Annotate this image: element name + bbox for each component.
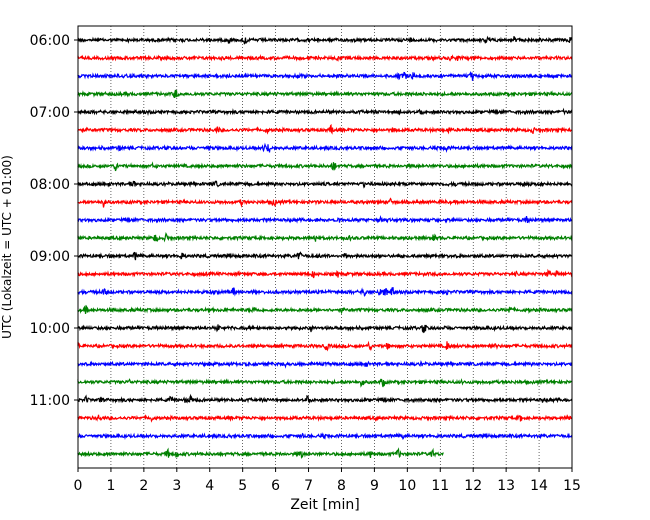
y-tick-label: 10:00 bbox=[30, 321, 70, 337]
x-tick-label: 3 bbox=[172, 478, 181, 494]
x-tick-label: 9 bbox=[370, 478, 379, 494]
trace-1145 bbox=[77, 447, 444, 460]
trace-1015 bbox=[77, 340, 573, 352]
x-tick-label: 12 bbox=[464, 478, 482, 494]
plot-frame bbox=[77, 25, 573, 469]
plot-background bbox=[78, 26, 572, 468]
trace-0630 bbox=[77, 71, 573, 81]
x-tick-label: 6 bbox=[271, 478, 280, 494]
x-tick-label: 13 bbox=[497, 478, 515, 494]
x-axis-label: Zeit [min] bbox=[290, 497, 359, 513]
trace-0915 bbox=[77, 268, 573, 279]
y-tick-label: 09:00 bbox=[30, 249, 70, 265]
trace-1000 bbox=[77, 324, 573, 334]
x-tick-label: 1 bbox=[106, 478, 115, 494]
trace-0645 bbox=[77, 89, 573, 98]
trace-0715 bbox=[77, 123, 573, 135]
y-tick-label: 08:00 bbox=[30, 177, 70, 193]
x-tick-label: 5 bbox=[238, 478, 247, 494]
y-axis: 06:00 07:00 08:00 09:00 10:00 11:00 bbox=[30, 33, 78, 409]
trace-0900 bbox=[77, 251, 573, 261]
trace-1130 bbox=[77, 432, 573, 441]
x-tick-label: 2 bbox=[139, 478, 148, 494]
trace-0600 bbox=[77, 35, 573, 45]
trace-1030 bbox=[77, 359, 573, 369]
y-tick-label: 11:00 bbox=[30, 393, 70, 409]
x-tick-label: 7 bbox=[304, 478, 313, 494]
trace-1045 bbox=[77, 378, 573, 388]
trace-0615 bbox=[77, 54, 573, 62]
trace-0830 bbox=[77, 215, 573, 224]
trace-0945 bbox=[77, 304, 573, 315]
trace-0800 bbox=[77, 180, 573, 189]
x-tick-label: 0 bbox=[74, 478, 83, 494]
x-tick-label: 11 bbox=[431, 478, 449, 494]
x-tick-label: 15 bbox=[563, 478, 581, 494]
x-tick-label: 4 bbox=[205, 478, 214, 494]
x-tick-label: 10 bbox=[398, 478, 416, 494]
x-tick-label: 14 bbox=[530, 478, 548, 494]
trace-0730 bbox=[77, 142, 573, 154]
trace-0700 bbox=[77, 107, 573, 117]
trace-1100 bbox=[77, 393, 573, 404]
y-tick-label: 07:00 bbox=[30, 105, 70, 121]
trace-0845 bbox=[77, 231, 573, 243]
trace-0745 bbox=[77, 161, 573, 172]
x-axis: 0 1 2 3 4 5 6 7 8 9 10 11 12 13 14 15 bbox=[74, 468, 581, 494]
y-tick-label: 06:00 bbox=[30, 33, 70, 49]
trace-0930 bbox=[77, 287, 573, 297]
x-tick-label: 8 bbox=[337, 478, 346, 494]
traces bbox=[77, 35, 573, 460]
trace-1115 bbox=[77, 414, 573, 423]
trace-0815 bbox=[77, 197, 573, 208]
y-axis-label: UTC (Lokalzeit = UTC + 01:00) bbox=[0, 155, 14, 339]
